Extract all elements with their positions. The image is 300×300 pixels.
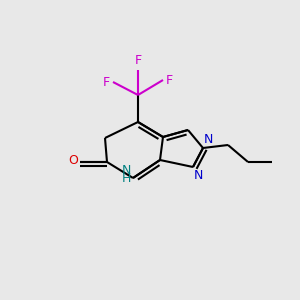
Text: O: O (68, 154, 78, 167)
Text: N: N (122, 164, 131, 177)
Text: N: N (204, 133, 213, 146)
Text: N: N (194, 169, 203, 182)
Text: F: F (103, 76, 110, 88)
Text: H: H (122, 172, 131, 185)
Text: F: F (166, 74, 173, 86)
Text: F: F (134, 54, 142, 67)
